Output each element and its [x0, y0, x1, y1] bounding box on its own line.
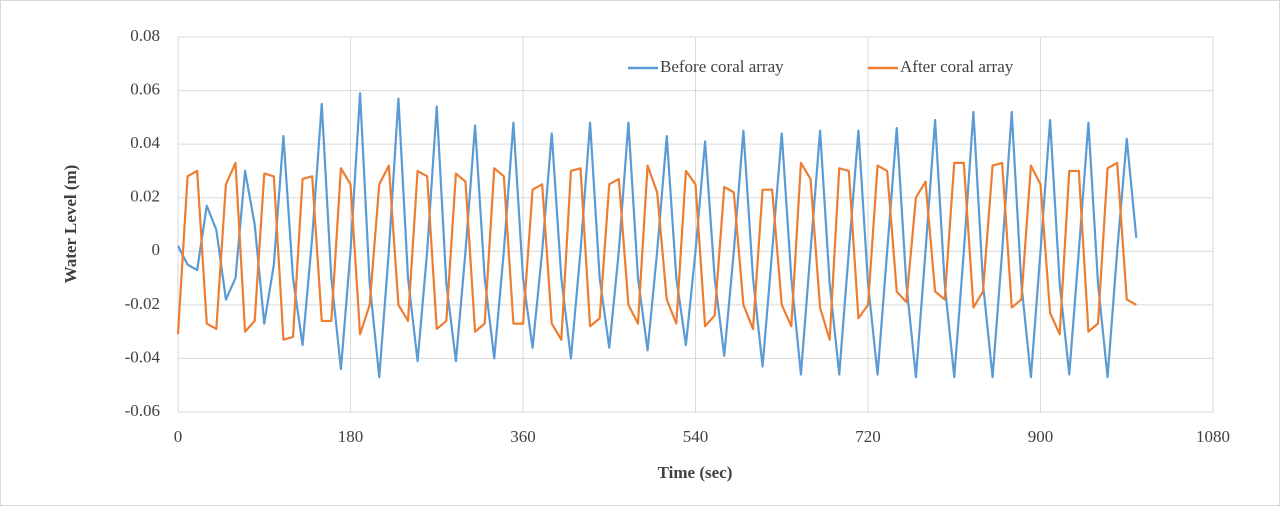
y-tick-label: 0 — [152, 240, 161, 259]
x-tick-label: 180 — [338, 427, 364, 446]
x-tick-label: 900 — [1028, 427, 1054, 446]
y-axis-label: Water Level (m) — [61, 165, 80, 284]
series-line — [177, 92, 1138, 379]
legend-label: After coral array — [900, 57, 1014, 76]
legend-label: Before coral array — [660, 57, 784, 76]
y-tick-label: -0.04 — [125, 347, 161, 366]
y-tick-label: -0.02 — [125, 294, 160, 313]
series-line — [176, 161, 1137, 341]
y-tick-label: 0.04 — [130, 133, 160, 152]
x-tick-label: 540 — [683, 427, 709, 446]
y-tick-label: 0.08 — [130, 26, 160, 45]
x-tick-label: 360 — [510, 427, 536, 446]
y-tick-label: 0.02 — [130, 187, 160, 206]
x-tick-label: 720 — [855, 427, 881, 446]
x-axis-label: Time (sec) — [658, 463, 733, 482]
x-tick-label: 0 — [174, 427, 183, 446]
y-tick-label: -0.06 — [125, 401, 160, 420]
x-tick-label: 1080 — [1196, 427, 1230, 446]
y-tick-label: 0.06 — [130, 79, 160, 98]
